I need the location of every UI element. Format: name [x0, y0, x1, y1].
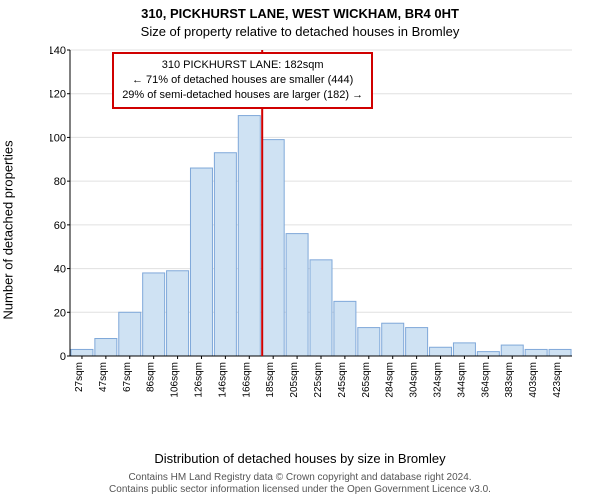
svg-text:245sqm: 245sqm: [337, 362, 348, 398]
svg-text:27sqm: 27sqm: [74, 362, 85, 392]
svg-text:364sqm: 364sqm: [480, 362, 491, 398]
chart-title: 310, PICKHURST LANE, WEST WICKHAM, BR4 0…: [0, 6, 600, 21]
bar: [71, 349, 93, 356]
svg-text:344sqm: 344sqm: [456, 362, 467, 398]
annotation-line-3: 29% of semi-detached houses are larger (…: [122, 88, 363, 103]
svg-text:0: 0: [60, 351, 66, 363]
svg-text:140: 140: [50, 45, 66, 57]
bar: [95, 339, 117, 356]
bar: [406, 328, 428, 356]
bar: [382, 323, 404, 356]
svg-text:423sqm: 423sqm: [552, 362, 563, 398]
footer-line-1: Contains HM Land Registry data © Crown c…: [0, 472, 600, 484]
svg-text:304sqm: 304sqm: [409, 362, 420, 398]
svg-text:324sqm: 324sqm: [433, 362, 444, 398]
svg-text:67sqm: 67sqm: [122, 362, 133, 392]
svg-text:284sqm: 284sqm: [385, 362, 396, 398]
annotation-line-2: ← 71% of detached houses are smaller (44…: [122, 73, 363, 88]
svg-text:20: 20: [54, 307, 66, 319]
bar: [453, 343, 475, 356]
bar: [119, 312, 141, 356]
svg-text:205sqm: 205sqm: [289, 362, 300, 398]
footer-attribution: Contains HM Land Registry data © Crown c…: [0, 472, 600, 496]
svg-text:185sqm: 185sqm: [265, 362, 276, 398]
bar: [190, 168, 212, 356]
annotation-box: 310 PICKHURST LANE: 182sqm ← 71% of deta…: [112, 52, 373, 109]
svg-text:40: 40: [54, 264, 66, 276]
bar: [167, 271, 189, 356]
bar: [214, 153, 236, 356]
svg-text:166sqm: 166sqm: [241, 362, 252, 398]
svg-text:86sqm: 86sqm: [146, 362, 157, 392]
footer-line-2: Contains public sector information licen…: [0, 484, 600, 496]
bar: [238, 116, 260, 356]
svg-text:146sqm: 146sqm: [217, 362, 228, 398]
svg-text:47sqm: 47sqm: [98, 362, 109, 392]
bar: [358, 328, 380, 356]
chart-subtitle: Size of property relative to detached ho…: [0, 24, 600, 39]
svg-text:100: 100: [50, 132, 66, 144]
svg-text:120: 120: [50, 89, 66, 101]
bar: [525, 349, 547, 356]
annotation-line-1: 310 PICKHURST LANE: 182sqm: [122, 58, 363, 73]
svg-text:225sqm: 225sqm: [313, 362, 324, 398]
chart-container: 310, PICKHURST LANE, WEST WICKHAM, BR4 0…: [0, 0, 600, 500]
y-axis-label: Number of detached properties: [1, 140, 16, 319]
bar: [286, 234, 308, 356]
svg-text:383sqm: 383sqm: [504, 362, 515, 398]
bar: [501, 345, 523, 356]
bar: [430, 347, 452, 356]
bar: [549, 349, 571, 356]
svg-text:60: 60: [54, 220, 66, 232]
bar: [143, 273, 165, 356]
bar: [477, 352, 499, 356]
bar: [262, 140, 284, 356]
svg-text:106sqm: 106sqm: [170, 362, 181, 398]
svg-text:265sqm: 265sqm: [361, 362, 372, 398]
bar: [334, 301, 356, 356]
svg-text:126sqm: 126sqm: [193, 362, 204, 398]
bar: [310, 260, 332, 356]
svg-text:403sqm: 403sqm: [528, 362, 539, 398]
x-axis-label: Distribution of detached houses by size …: [0, 451, 600, 466]
svg-text:80: 80: [54, 176, 66, 188]
